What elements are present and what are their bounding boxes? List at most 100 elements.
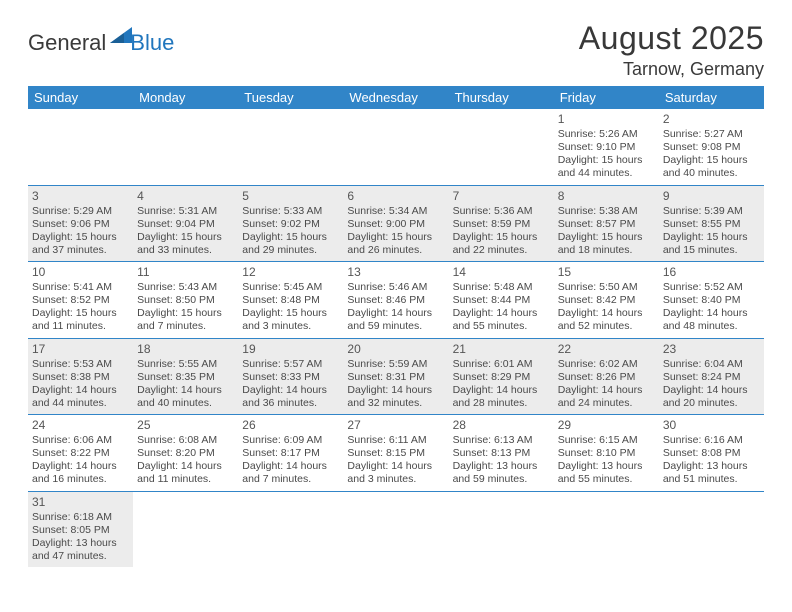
sunrise-text: Sunrise: 5:59 AM — [347, 358, 444, 371]
day-number: 18 — [137, 342, 234, 357]
weekday-header: Tuesday — [238, 86, 343, 109]
calendar-cell: 23Sunrise: 6:04 AMSunset: 8:24 PMDayligh… — [659, 338, 764, 415]
daylight-text: Daylight: 14 hours — [453, 307, 550, 320]
sunset-text: Sunset: 9:00 PM — [347, 218, 444, 231]
header: General Blue August 2025 Tarnow, Germany — [28, 20, 764, 80]
weekday-header: Sunday — [28, 86, 133, 109]
daylight-text: and 15 minutes. — [663, 244, 760, 257]
daylight-text: and 3 minutes. — [242, 320, 339, 333]
calendar-cell — [133, 109, 238, 185]
calendar-cell — [449, 109, 554, 185]
title-block: August 2025 Tarnow, Germany — [579, 20, 764, 80]
calendar-cell — [133, 491, 238, 567]
day-number: 9 — [663, 189, 760, 204]
daylight-text: and 26 minutes. — [347, 244, 444, 257]
sunset-text: Sunset: 8:57 PM — [558, 218, 655, 231]
sunrise-text: Sunrise: 5:31 AM — [137, 205, 234, 218]
weekday-header: Thursday — [449, 86, 554, 109]
daylight-text: and 40 minutes. — [663, 167, 760, 180]
daylight-text: and 36 minutes. — [242, 397, 339, 410]
sunrise-text: Sunrise: 5:41 AM — [32, 281, 129, 294]
daylight-text: and 20 minutes. — [663, 397, 760, 410]
table-row: 24Sunrise: 6:06 AMSunset: 8:22 PMDayligh… — [28, 415, 764, 492]
day-number: 8 — [558, 189, 655, 204]
daylight-text: Daylight: 15 hours — [558, 231, 655, 244]
calendar-cell — [238, 109, 343, 185]
daylight-text: and 7 minutes. — [137, 320, 234, 333]
day-number: 2 — [663, 112, 760, 127]
sunrise-text: Sunrise: 6:08 AM — [137, 434, 234, 447]
sunrise-text: Sunrise: 6:09 AM — [242, 434, 339, 447]
daylight-text: and 29 minutes. — [242, 244, 339, 257]
daylight-text: Daylight: 14 hours — [32, 460, 129, 473]
sunset-text: Sunset: 8:48 PM — [242, 294, 339, 307]
sunset-text: Sunset: 8:26 PM — [558, 371, 655, 384]
sunrise-text: Sunrise: 6:11 AM — [347, 434, 444, 447]
sunset-text: Sunset: 8:17 PM — [242, 447, 339, 460]
sunset-text: Sunset: 8:31 PM — [347, 371, 444, 384]
sunrise-text: Sunrise: 5:45 AM — [242, 281, 339, 294]
calendar-cell: 15Sunrise: 5:50 AMSunset: 8:42 PMDayligh… — [554, 262, 659, 339]
daylight-text: Daylight: 14 hours — [453, 384, 550, 397]
daylight-text: and 55 minutes. — [558, 473, 655, 486]
daylight-text: and 18 minutes. — [558, 244, 655, 257]
table-row: 17Sunrise: 5:53 AMSunset: 8:38 PMDayligh… — [28, 338, 764, 415]
sunset-text: Sunset: 8:35 PM — [137, 371, 234, 384]
day-number: 13 — [347, 265, 444, 280]
sunrise-text: Sunrise: 5:50 AM — [558, 281, 655, 294]
sunrise-text: Sunrise: 6:15 AM — [558, 434, 655, 447]
daylight-text: Daylight: 15 hours — [347, 231, 444, 244]
day-number: 14 — [453, 265, 550, 280]
calendar-cell: 8Sunrise: 5:38 AMSunset: 8:57 PMDaylight… — [554, 185, 659, 262]
sunset-text: Sunset: 9:02 PM — [242, 218, 339, 231]
daylight-text: Daylight: 15 hours — [32, 231, 129, 244]
table-row: 1Sunrise: 5:26 AMSunset: 9:10 PMDaylight… — [28, 109, 764, 185]
day-number: 3 — [32, 189, 129, 204]
sunset-text: Sunset: 8:46 PM — [347, 294, 444, 307]
sunset-text: Sunset: 8:22 PM — [32, 447, 129, 460]
day-number: 16 — [663, 265, 760, 280]
sunrise-text: Sunrise: 6:04 AM — [663, 358, 760, 371]
day-number: 17 — [32, 342, 129, 357]
calendar-cell: 6Sunrise: 5:34 AMSunset: 9:00 PMDaylight… — [343, 185, 448, 262]
calendar-cell: 25Sunrise: 6:08 AMSunset: 8:20 PMDayligh… — [133, 415, 238, 492]
sunset-text: Sunset: 8:44 PM — [453, 294, 550, 307]
calendar-cell: 3Sunrise: 5:29 AMSunset: 9:06 PMDaylight… — [28, 185, 133, 262]
day-number: 20 — [347, 342, 444, 357]
daylight-text: Daylight: 14 hours — [558, 384, 655, 397]
daylight-text: Daylight: 14 hours — [137, 460, 234, 473]
page-title: August 2025 — [579, 20, 764, 57]
day-number: 22 — [558, 342, 655, 357]
day-number: 4 — [137, 189, 234, 204]
day-number: 27 — [347, 418, 444, 433]
sunset-text: Sunset: 9:06 PM — [32, 218, 129, 231]
daylight-text: and 33 minutes. — [137, 244, 234, 257]
daylight-text: and 59 minutes. — [453, 473, 550, 486]
calendar-body: 1Sunrise: 5:26 AMSunset: 9:10 PMDaylight… — [28, 109, 764, 567]
calendar-cell: 7Sunrise: 5:36 AMSunset: 8:59 PMDaylight… — [449, 185, 554, 262]
calendar-table: Sunday Monday Tuesday Wednesday Thursday… — [28, 86, 764, 567]
calendar-cell: 4Sunrise: 5:31 AMSunset: 9:04 PMDaylight… — [133, 185, 238, 262]
calendar-cell: 31Sunrise: 6:18 AMSunset: 8:05 PMDayligh… — [28, 491, 133, 567]
daylight-text: and 3 minutes. — [347, 473, 444, 486]
sunrise-text: Sunrise: 5:27 AM — [663, 128, 760, 141]
daylight-text: and 55 minutes. — [453, 320, 550, 333]
logo-text-blue: Blue — [130, 30, 174, 56]
day-number: 25 — [137, 418, 234, 433]
daylight-text: and 7 minutes. — [242, 473, 339, 486]
calendar-cell — [659, 491, 764, 567]
sunrise-text: Sunrise: 5:55 AM — [137, 358, 234, 371]
day-number: 23 — [663, 342, 760, 357]
sunset-text: Sunset: 8:15 PM — [347, 447, 444, 460]
calendar-cell: 9Sunrise: 5:39 AMSunset: 8:55 PMDaylight… — [659, 185, 764, 262]
calendar-cell: 30Sunrise: 6:16 AMSunset: 8:08 PMDayligh… — [659, 415, 764, 492]
calendar-cell: 14Sunrise: 5:48 AMSunset: 8:44 PMDayligh… — [449, 262, 554, 339]
daylight-text: Daylight: 15 hours — [663, 231, 760, 244]
sunrise-text: Sunrise: 5:48 AM — [453, 281, 550, 294]
sunset-text: Sunset: 8:05 PM — [32, 524, 129, 537]
daylight-text: and 51 minutes. — [663, 473, 760, 486]
sunset-text: Sunset: 8:33 PM — [242, 371, 339, 384]
sunrise-text: Sunrise: 6:06 AM — [32, 434, 129, 447]
sunrise-text: Sunrise: 5:52 AM — [663, 281, 760, 294]
day-number: 6 — [347, 189, 444, 204]
